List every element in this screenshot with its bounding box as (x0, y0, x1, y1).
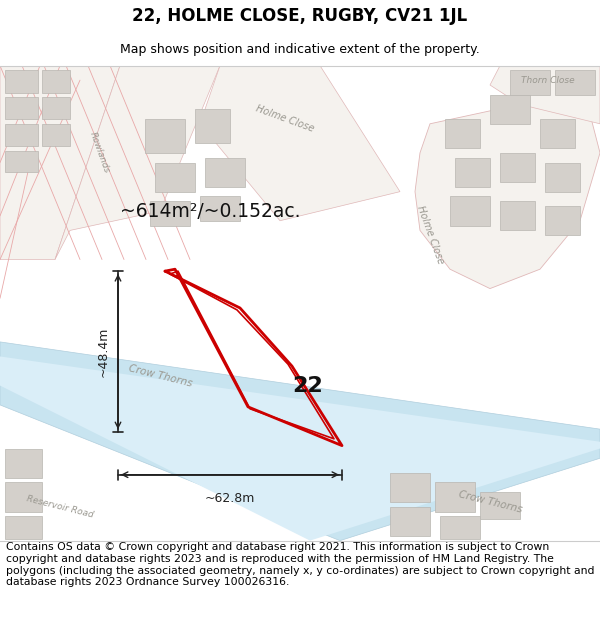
Polygon shape (500, 153, 535, 182)
Polygon shape (55, 66, 220, 259)
Polygon shape (445, 119, 480, 148)
Polygon shape (490, 66, 600, 124)
Polygon shape (145, 119, 185, 153)
Polygon shape (5, 151, 38, 173)
Polygon shape (5, 449, 42, 478)
Text: Crow Thorns: Crow Thorns (457, 489, 523, 514)
Polygon shape (455, 158, 490, 187)
Polygon shape (490, 95, 530, 124)
Polygon shape (540, 119, 575, 148)
Text: ~48.4m: ~48.4m (97, 326, 110, 377)
Text: Reservoir Road: Reservoir Road (26, 494, 94, 519)
Text: ~62.8m: ~62.8m (205, 492, 255, 505)
Polygon shape (510, 71, 550, 95)
Text: 22: 22 (293, 376, 323, 396)
Polygon shape (390, 472, 430, 502)
Polygon shape (200, 66, 400, 221)
Polygon shape (415, 104, 600, 289)
Polygon shape (0, 356, 600, 541)
Text: Holme Close: Holme Close (415, 205, 445, 266)
Polygon shape (5, 482, 42, 511)
Polygon shape (195, 109, 230, 143)
Polygon shape (200, 196, 240, 221)
Polygon shape (545, 162, 580, 192)
Polygon shape (5, 71, 38, 92)
Text: Rowlands: Rowlands (88, 131, 112, 175)
Polygon shape (545, 206, 580, 235)
Polygon shape (42, 97, 70, 119)
Polygon shape (42, 71, 70, 92)
Polygon shape (5, 97, 38, 119)
Polygon shape (440, 516, 480, 539)
Polygon shape (480, 492, 520, 519)
Text: ~614m²/~0.152ac.: ~614m²/~0.152ac. (120, 201, 301, 221)
Polygon shape (150, 201, 190, 226)
Text: Thorn Close: Thorn Close (521, 76, 575, 84)
Polygon shape (0, 342, 600, 541)
Text: Crow Thorns: Crow Thorns (127, 363, 193, 389)
Text: Map shows position and indicative extent of the property.: Map shows position and indicative extent… (120, 42, 480, 56)
Polygon shape (555, 71, 595, 95)
Polygon shape (42, 124, 70, 146)
Polygon shape (5, 124, 38, 146)
Text: Holme Close: Holme Close (254, 104, 316, 134)
Polygon shape (155, 162, 195, 192)
Polygon shape (390, 507, 430, 536)
Text: 22, HOLME CLOSE, RUGBY, CV21 1JL: 22, HOLME CLOSE, RUGBY, CV21 1JL (133, 8, 467, 26)
Polygon shape (450, 196, 490, 226)
Polygon shape (500, 201, 535, 231)
Polygon shape (5, 516, 42, 539)
Polygon shape (0, 66, 120, 259)
Polygon shape (205, 158, 245, 187)
Text: Contains OS data © Crown copyright and database right 2021. This information is : Contains OS data © Crown copyright and d… (6, 542, 595, 587)
Polygon shape (435, 482, 475, 511)
